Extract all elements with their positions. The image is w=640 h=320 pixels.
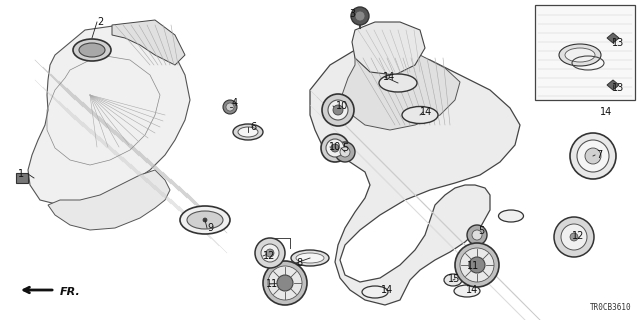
Circle shape xyxy=(263,261,307,305)
Ellipse shape xyxy=(444,274,462,286)
Circle shape xyxy=(328,100,348,120)
Text: TR0CB3610: TR0CB3610 xyxy=(590,303,632,312)
Ellipse shape xyxy=(559,44,601,66)
Ellipse shape xyxy=(291,250,329,266)
Circle shape xyxy=(467,225,487,245)
Circle shape xyxy=(570,233,578,241)
Circle shape xyxy=(472,230,482,240)
Circle shape xyxy=(333,105,343,115)
Polygon shape xyxy=(48,170,170,230)
Circle shape xyxy=(226,103,234,111)
Circle shape xyxy=(570,133,616,179)
Text: 14: 14 xyxy=(466,285,478,295)
Ellipse shape xyxy=(73,39,111,61)
Circle shape xyxy=(322,94,354,126)
Text: 13: 13 xyxy=(612,83,624,93)
Polygon shape xyxy=(310,45,520,305)
Polygon shape xyxy=(352,22,425,75)
Text: 14: 14 xyxy=(420,107,432,117)
Text: 2: 2 xyxy=(97,17,103,27)
Circle shape xyxy=(326,139,344,157)
Circle shape xyxy=(561,224,587,250)
Ellipse shape xyxy=(362,286,388,298)
Text: 7: 7 xyxy=(596,150,602,160)
Circle shape xyxy=(321,134,349,162)
Circle shape xyxy=(268,266,302,300)
Polygon shape xyxy=(28,25,190,205)
Text: 4: 4 xyxy=(232,98,238,108)
Ellipse shape xyxy=(79,43,105,57)
Text: 15: 15 xyxy=(448,274,460,284)
Ellipse shape xyxy=(187,211,223,229)
Text: 9: 9 xyxy=(207,223,213,233)
Circle shape xyxy=(577,140,609,172)
Text: 12: 12 xyxy=(263,251,275,261)
Ellipse shape xyxy=(454,285,480,297)
Ellipse shape xyxy=(296,253,324,263)
Circle shape xyxy=(455,243,499,287)
Polygon shape xyxy=(607,80,619,90)
Circle shape xyxy=(351,7,369,25)
Text: 14: 14 xyxy=(381,285,393,295)
Circle shape xyxy=(331,144,339,152)
Circle shape xyxy=(277,275,293,291)
Text: 14: 14 xyxy=(383,72,396,82)
Circle shape xyxy=(203,218,207,222)
Ellipse shape xyxy=(233,124,263,140)
Ellipse shape xyxy=(238,127,258,137)
Ellipse shape xyxy=(180,206,230,234)
Text: 11: 11 xyxy=(467,261,479,271)
Circle shape xyxy=(460,248,494,282)
Ellipse shape xyxy=(379,74,417,92)
Text: 5: 5 xyxy=(342,143,348,153)
Circle shape xyxy=(261,244,279,262)
Polygon shape xyxy=(112,20,185,65)
Text: 12: 12 xyxy=(572,231,584,241)
Circle shape xyxy=(255,238,285,268)
Circle shape xyxy=(335,142,355,162)
Circle shape xyxy=(585,148,601,164)
Text: 11: 11 xyxy=(266,279,278,289)
Text: 10: 10 xyxy=(329,142,341,152)
Text: FR.: FR. xyxy=(60,287,81,297)
Text: 13: 13 xyxy=(612,38,624,48)
FancyBboxPatch shape xyxy=(16,173,28,183)
Text: 1: 1 xyxy=(18,169,24,179)
Circle shape xyxy=(469,257,485,273)
Polygon shape xyxy=(607,33,619,43)
Text: 3: 3 xyxy=(349,9,355,19)
Circle shape xyxy=(340,147,350,157)
Circle shape xyxy=(355,11,365,21)
Text: 6: 6 xyxy=(250,122,256,132)
Ellipse shape xyxy=(402,107,438,124)
Circle shape xyxy=(223,100,237,114)
Text: 10: 10 xyxy=(336,101,348,111)
Circle shape xyxy=(266,249,274,257)
Ellipse shape xyxy=(499,210,524,222)
Circle shape xyxy=(554,217,594,257)
Text: 5: 5 xyxy=(478,226,484,236)
Text: 8: 8 xyxy=(296,258,302,268)
Bar xyxy=(535,5,635,100)
Polygon shape xyxy=(342,48,460,130)
Ellipse shape xyxy=(565,48,595,62)
Text: 14: 14 xyxy=(600,107,612,117)
